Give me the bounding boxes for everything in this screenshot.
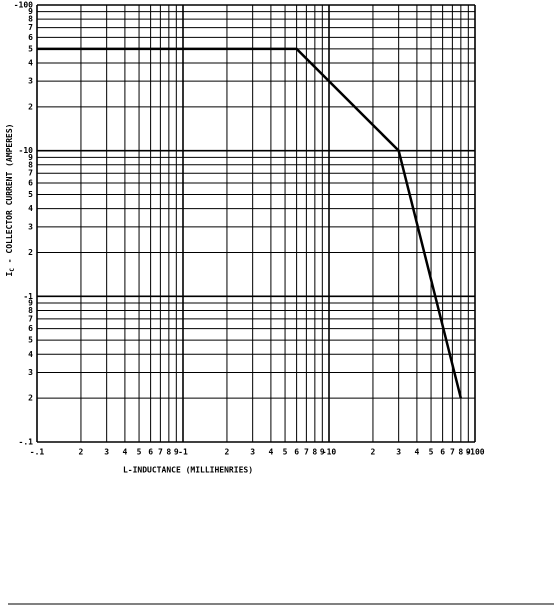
x-tick-label: 6 [440, 448, 445, 457]
y-tick-label: 7 [28, 169, 33, 178]
x-tick-label: -1 [178, 448, 188, 457]
y-tick-label: 9 [28, 7, 33, 16]
x-tick-label: 5 [283, 448, 288, 457]
y-tick-label: -10 [19, 146, 34, 155]
y-tick-label: 8 [28, 160, 33, 169]
y-tick-label: 7 [28, 314, 33, 323]
y-tick-label: 4 [28, 204, 33, 213]
x-tick-label: 9 [466, 448, 471, 457]
y-axis-label-sub: C [9, 268, 16, 272]
x-tick-label: 7 [304, 448, 309, 457]
x-tick-label: 6 [294, 448, 299, 457]
x-tick-label: 2 [225, 448, 230, 457]
y-axis-label-rest: - COLLECTOR CURRENT (AMPERES) [5, 124, 14, 269]
x-tick-label: 4 [122, 448, 127, 457]
y-axis-label: IC - COLLECTOR CURRENT (AMPERES) [5, 124, 16, 277]
x-tick-label: 4 [268, 448, 273, 457]
y-tick-label: 5 [28, 336, 33, 345]
x-tick-label: 3 [250, 448, 255, 457]
y-tick-label: 8 [28, 15, 33, 24]
x-tick-label: 2 [371, 448, 376, 457]
x-tick-label: 6 [148, 448, 153, 457]
y-tick-label: 6 [28, 324, 33, 333]
x-tick-label: 8 [458, 448, 463, 457]
x-tick-label: 7 [450, 448, 455, 457]
x-tick-label: 3 [104, 448, 109, 457]
y-tick-label: 2 [28, 102, 33, 111]
y-tick-label: 9 [28, 153, 33, 162]
y-axis-label-main: I [5, 271, 14, 276]
y-tick-label: 4 [28, 350, 33, 359]
data-line [37, 47, 463, 399]
y-tick-label: 6 [28, 33, 33, 42]
x-tick-label: 8 [312, 448, 317, 457]
y-tick-label: -.1 [19, 438, 34, 447]
y-tick-label: 6 [28, 178, 33, 187]
y-tick-label: 7 [28, 23, 33, 32]
x-tick-label: 3 [396, 448, 401, 457]
y-tick-label: 4 [28, 58, 33, 67]
y-tick-label: -100 [14, 1, 33, 10]
x-tick-label: 5 [429, 448, 434, 457]
x-axis-label: L-INDUCTANCE (MILLIHENRIES) [123, 466, 253, 475]
x-tick-label: 9 [174, 448, 179, 457]
y-tick-label: 3 [28, 77, 33, 86]
x-tick-label: 2 [79, 448, 84, 457]
y-tick-label: 2 [28, 248, 33, 257]
y-tick-label: 3 [28, 222, 33, 231]
x-tick-label: 7 [158, 448, 163, 457]
y-tick-label: 8 [28, 306, 33, 315]
y-tick-label: -1 [23, 292, 33, 301]
x-tick-label: -100 [465, 448, 484, 457]
x-tick-label: 8 [166, 448, 171, 457]
y-tick-label: 2 [28, 394, 33, 403]
y-tick-label: 5 [28, 44, 33, 53]
x-tick-label: -10 [322, 448, 337, 457]
x-tick-label: 4 [414, 448, 419, 457]
y-tick-label: 9 [28, 298, 33, 307]
y-tick-label: 5 [28, 190, 33, 199]
x-tick-label: 9 [320, 448, 325, 457]
x-tick-label: -.1 [30, 448, 45, 457]
y-tick-label: 3 [28, 368, 33, 377]
x-tick-label: 5 [137, 448, 142, 457]
